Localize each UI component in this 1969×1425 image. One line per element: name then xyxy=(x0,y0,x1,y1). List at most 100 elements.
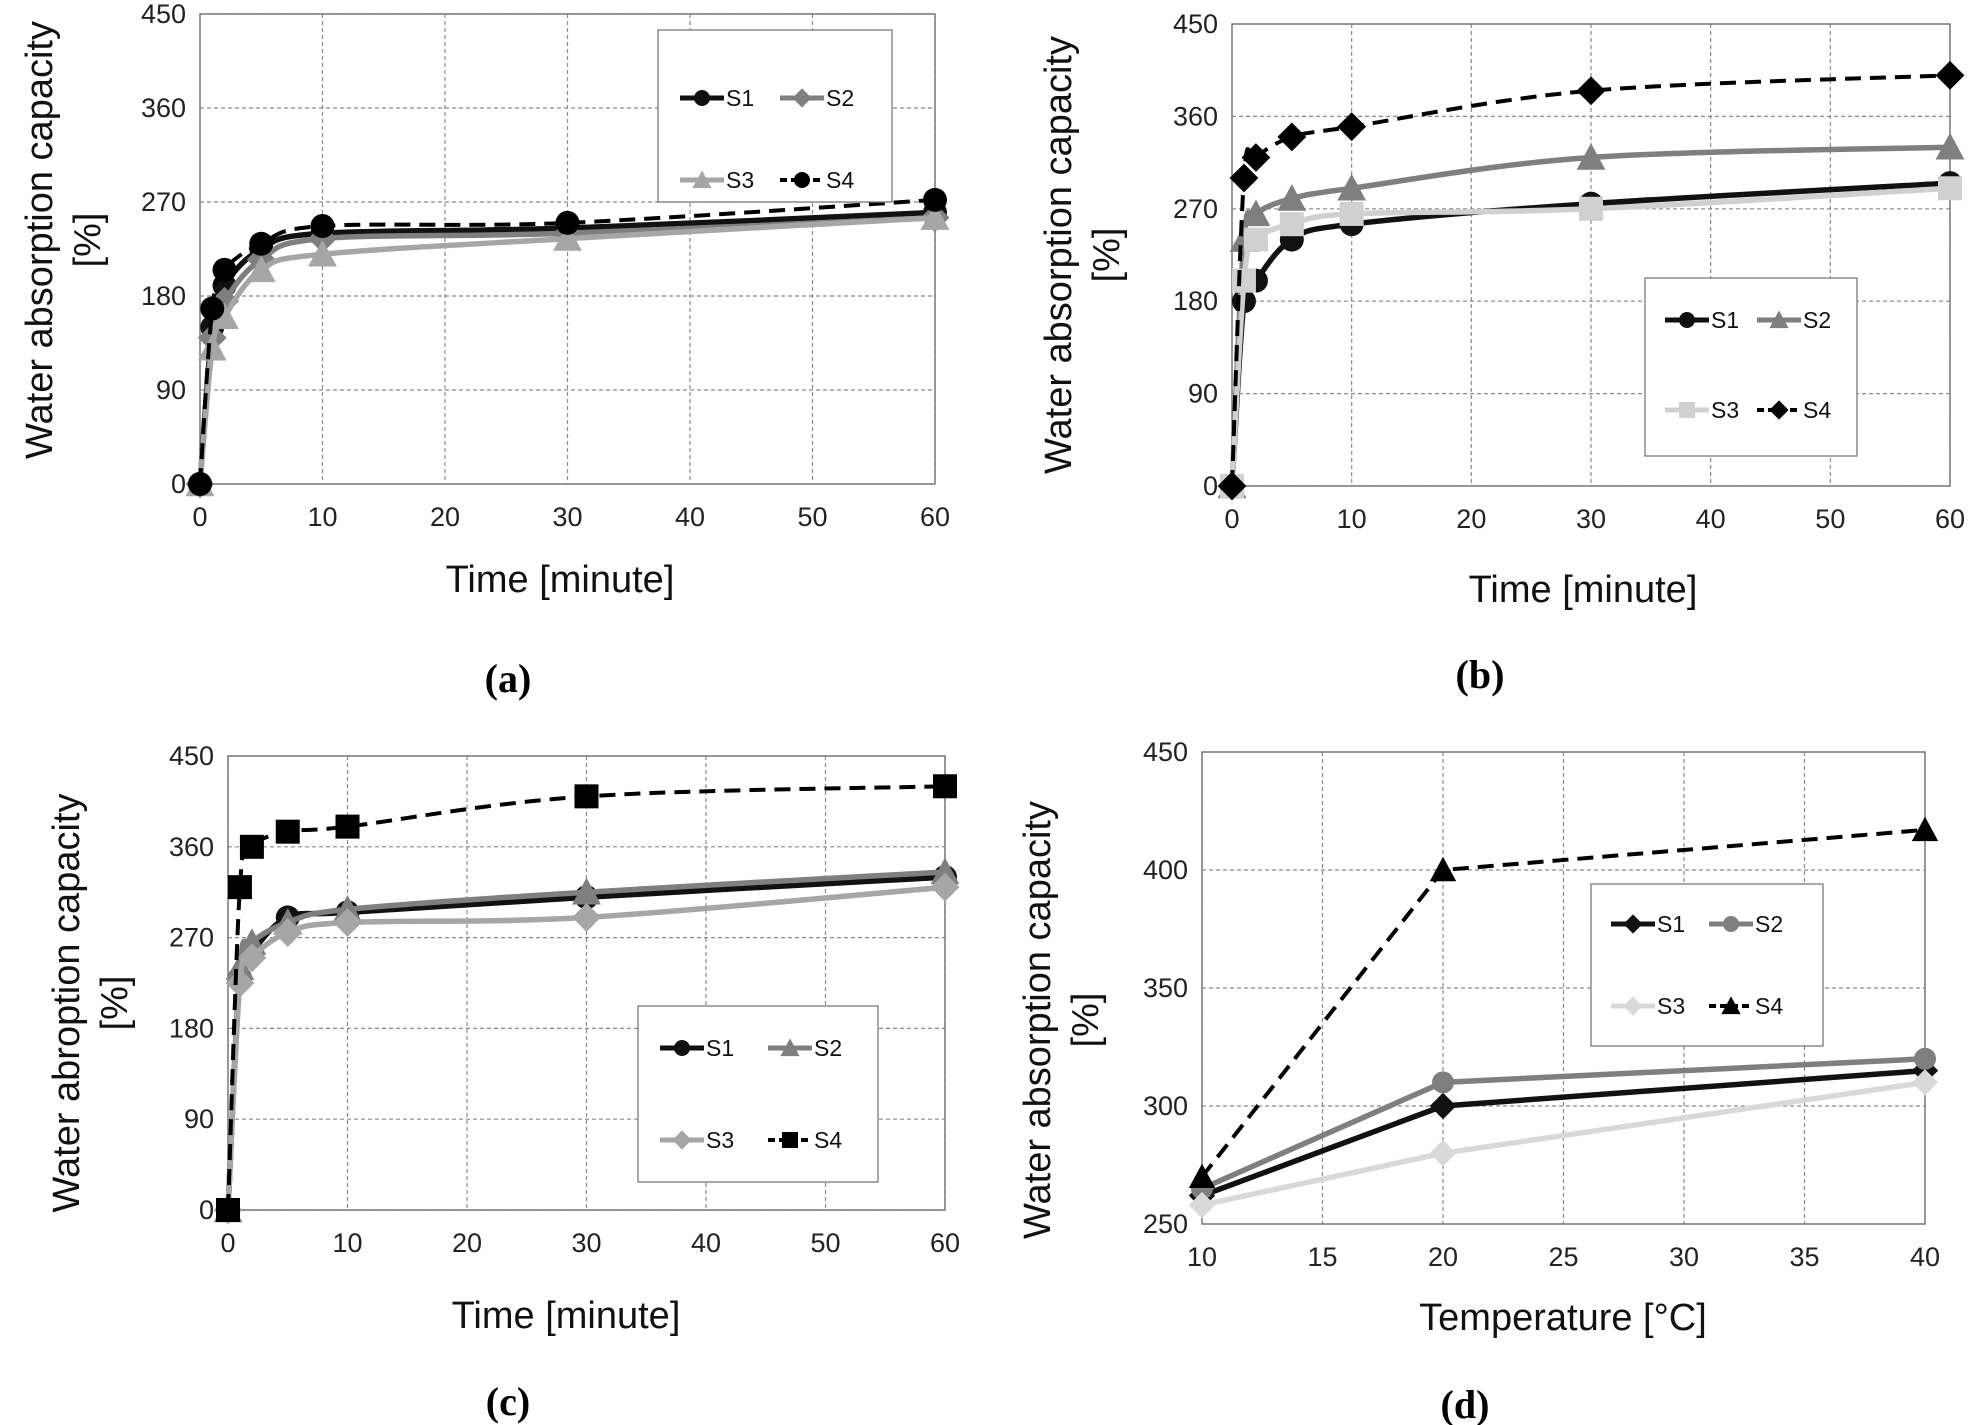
legend-marker-s1 xyxy=(674,1040,690,1056)
y-tick-label: 360 xyxy=(141,93,186,123)
data-point-s4 xyxy=(1576,76,1606,106)
y-tick-label: 350 xyxy=(1143,973,1188,1003)
data-point-s2 xyxy=(1241,199,1271,227)
data-point-s3 xyxy=(920,203,950,230)
x-tick-label: 30 xyxy=(571,1228,601,1258)
x-tick-label: 35 xyxy=(1789,1242,1819,1272)
legend: S1 S2 S3 S4 xyxy=(1644,277,1858,457)
y-tick-label: 450 xyxy=(169,741,214,771)
data-point-s4 xyxy=(1935,60,1965,90)
data-point-s1 xyxy=(1429,1092,1457,1120)
y-tick-label: 180 xyxy=(169,1013,214,1043)
x-tick-label: 50 xyxy=(797,502,827,532)
data-point-s4 xyxy=(227,875,252,900)
legend-marker-s3 xyxy=(672,1130,692,1150)
data-point-s3 xyxy=(273,918,303,947)
legend-label-s2: S2 xyxy=(826,85,854,111)
legend-label-s3: S3 xyxy=(726,167,754,193)
x-axis-title: Temperature [°C] xyxy=(1419,1297,1707,1339)
data-point-s3 xyxy=(246,255,276,283)
legend: S1 S2 S3 S4 xyxy=(637,1005,879,1183)
panel-label: (b) xyxy=(1456,652,1505,697)
legend-label-s3: S3 xyxy=(1711,397,1739,423)
panel-label: (a) xyxy=(485,656,532,701)
data-point-s3 xyxy=(1938,176,1962,201)
y-tick-label: 400 xyxy=(1143,855,1188,885)
data-point-s4 xyxy=(335,814,360,839)
plot-frame xyxy=(1231,23,1951,487)
y-tick-label: 450 xyxy=(1173,9,1218,39)
legend-marker-s3 xyxy=(1679,402,1695,418)
panel-label: (c) xyxy=(486,1379,530,1424)
data-point-s3 xyxy=(210,302,239,330)
data-point-s3 xyxy=(1579,196,1603,221)
legend-marker-s1 xyxy=(1679,312,1695,328)
y-axis-unit: [%] xyxy=(67,213,109,268)
data-point-s2 xyxy=(1432,1071,1454,1094)
y-tick-label: 180 xyxy=(1173,286,1218,316)
legend-label-s1: S1 xyxy=(706,1035,734,1061)
y-tick-label: 450 xyxy=(141,0,186,29)
data-point-s3 xyxy=(1188,1191,1216,1219)
data-point-s3 xyxy=(1429,1140,1457,1167)
legend-marker-s2 xyxy=(780,1038,800,1057)
x-tick-label: 40 xyxy=(1696,504,1726,534)
legend-label-s1: S1 xyxy=(726,85,754,111)
legend-marker-s1 xyxy=(1623,914,1643,934)
legend-box xyxy=(1590,883,1824,1047)
data-point-s4 xyxy=(239,834,264,859)
x-tick-label: 0 xyxy=(192,502,207,532)
x-tick-label: 20 xyxy=(1428,1242,1458,1272)
data-point-s2 xyxy=(210,286,239,316)
x-tick-label: 20 xyxy=(452,1228,482,1258)
legend-label-s1: S1 xyxy=(1657,911,1685,937)
x-tick-label: 30 xyxy=(1576,504,1606,534)
data-point-s4 xyxy=(216,1198,240,1222)
legend-marker-s1 xyxy=(694,90,710,106)
y-tick-label: 270 xyxy=(141,187,186,217)
data-point-s3 xyxy=(1231,268,1256,293)
y-tick-label: 90 xyxy=(1188,379,1218,409)
x-tick-label: 20 xyxy=(1456,504,1486,534)
y-axis-title: Water absorption capacity xyxy=(19,21,61,459)
data-point-s2 xyxy=(1337,173,1367,201)
x-tick-label: 10 xyxy=(307,502,337,532)
legend-marker-s2 xyxy=(792,88,812,108)
series-line-s2 xyxy=(1229,144,1951,487)
data-point-s3 xyxy=(237,943,267,973)
x-axis-title: Time [minute] xyxy=(452,1295,681,1337)
x-tick-label: 50 xyxy=(1815,504,1845,534)
y-tick-label: 270 xyxy=(1173,194,1218,224)
y-axis-title: Water abroption capacity xyxy=(46,794,88,1213)
y-axis-title: Water absorption capacity xyxy=(1017,801,1059,1239)
chart-panel-1: 0 90 180 270 360 450 0 10 20 30 40 50 60 Time [minute… xyxy=(19,0,950,701)
legend-label-s2: S2 xyxy=(814,1035,842,1061)
legend-box xyxy=(657,29,893,203)
chart-panel-4: 250 300 350 400 450 10 15 20 25 30 35 40 Temperature… xyxy=(1017,737,1940,1425)
legend-label-s4: S4 xyxy=(814,1127,842,1153)
y-tick-label: 270 xyxy=(169,923,214,953)
y-tick-label: 0 xyxy=(1203,471,1218,501)
data-point-s4 xyxy=(555,210,580,235)
series-s3 xyxy=(1188,1069,1939,1219)
x-tick-label: 60 xyxy=(920,502,950,532)
data-point-s3 xyxy=(553,224,582,251)
data-point-s3 xyxy=(1339,201,1364,226)
series-s4 xyxy=(216,774,957,1222)
y-tick-label: 360 xyxy=(169,832,214,862)
x-tick-label: 40 xyxy=(691,1228,721,1258)
legend-label-s3: S3 xyxy=(1657,993,1685,1019)
data-point-s2 xyxy=(1576,143,1606,170)
legend-marker-s3 xyxy=(692,170,712,189)
legend-label-s2: S2 xyxy=(1803,307,1831,333)
data-point-s4 xyxy=(1217,471,1247,501)
data-point-s4 xyxy=(933,774,957,799)
y-axis-unit: [%] xyxy=(94,976,136,1031)
series-s4 xyxy=(188,187,947,496)
y-tick-label: 300 xyxy=(1143,1091,1188,1121)
legend-label-s4: S4 xyxy=(1803,397,1831,423)
legend-marker-s4 xyxy=(782,1132,798,1148)
data-point-s4 xyxy=(188,472,212,496)
legend-label-s3: S3 xyxy=(706,1127,734,1153)
